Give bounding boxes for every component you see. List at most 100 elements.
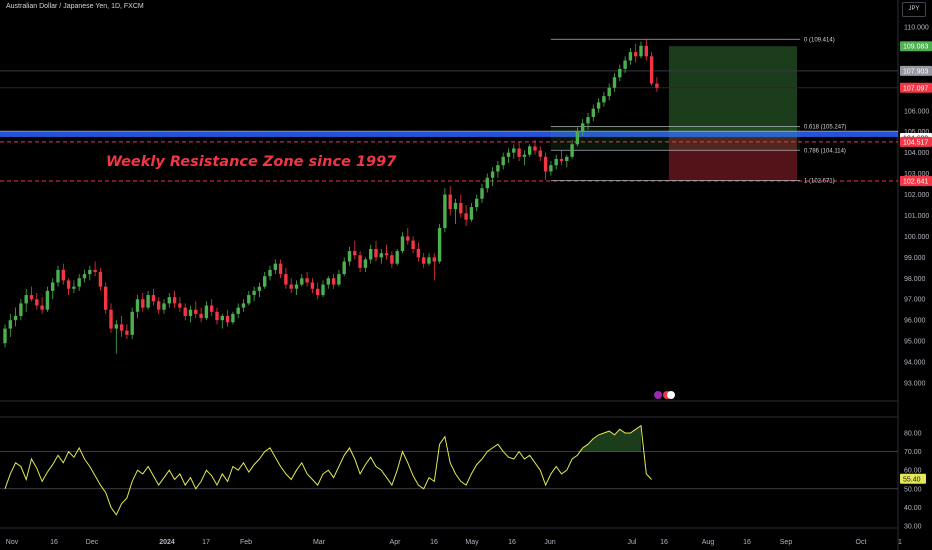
candle-body xyxy=(358,255,362,268)
candle-body xyxy=(496,165,500,172)
candle-body xyxy=(411,240,415,249)
candle-body xyxy=(88,269,92,275)
time-tick-label: May xyxy=(465,539,479,546)
candle-body xyxy=(167,297,171,304)
candle-body xyxy=(543,156,548,172)
price-label-badge xyxy=(900,82,932,93)
price-tick-label: 105.000 xyxy=(904,129,929,136)
candle-body xyxy=(268,269,272,277)
indicator-tick-label: 80.00 xyxy=(904,431,922,438)
price-label-text: 109.083 xyxy=(903,44,928,51)
candle-body xyxy=(119,324,124,331)
candle-body xyxy=(98,272,103,287)
indicator-tick-label: 50.00 xyxy=(904,486,922,493)
candle-body xyxy=(406,236,410,241)
indicator-value-text: 55.40 xyxy=(903,476,921,483)
candle-body xyxy=(236,307,240,314)
candle-body xyxy=(231,313,235,323)
resistance-zone xyxy=(0,131,898,137)
candle-body xyxy=(448,194,452,210)
candle-body xyxy=(294,284,299,289)
candle-body xyxy=(384,253,389,256)
candle-body xyxy=(77,278,81,287)
price-tick-label: 96.000 xyxy=(904,318,926,325)
candle-body xyxy=(257,286,262,291)
candle-body xyxy=(522,154,527,157)
target-zone xyxy=(668,46,797,139)
candle-body xyxy=(284,274,288,285)
candle-body xyxy=(506,152,511,157)
candle-body xyxy=(490,171,495,178)
candle-body xyxy=(45,290,50,310)
chart-title: Australian Dollar / Japanese Yen, 1D, FX… xyxy=(6,3,144,10)
candle-body xyxy=(347,251,352,262)
time-tick-label: 16 xyxy=(50,539,58,546)
candle-body xyxy=(533,146,537,151)
fib-fill xyxy=(550,126,800,151)
candle-body xyxy=(596,102,601,109)
fib-level-label: 0 (109.414) xyxy=(804,37,835,43)
candle-body xyxy=(639,45,643,57)
stop-zone xyxy=(668,138,797,182)
candle-body xyxy=(634,52,638,57)
time-tick-label: Jun xyxy=(544,539,555,546)
candle-body xyxy=(549,165,553,172)
time-tick-label: Sep xyxy=(780,539,793,546)
candle-body xyxy=(321,284,325,296)
candle-body xyxy=(586,117,590,124)
annotation-label: Weekly Resistance Zone since 1997 xyxy=(106,154,397,170)
candle-body xyxy=(93,269,97,273)
currency-button[interactable]: JPY xyxy=(902,2,926,17)
price-tick-label: 100.000 xyxy=(904,234,929,241)
candle-body xyxy=(72,286,76,289)
price-label-badge xyxy=(900,65,932,76)
indicator-tick-label: 60.00 xyxy=(904,468,922,475)
indicator-tick-label: 30.00 xyxy=(904,524,922,531)
time-tick-label: Feb xyxy=(240,539,252,546)
candle-body xyxy=(61,269,65,281)
time-tick-label: 17 xyxy=(202,539,210,546)
price-label-text: 104.517 xyxy=(903,139,928,146)
candle-body xyxy=(538,150,542,157)
candle-body xyxy=(427,257,431,264)
candle-body xyxy=(225,315,230,323)
time-tick-label: Jul xyxy=(628,539,637,546)
price-label-badge xyxy=(900,176,932,187)
candle-body xyxy=(628,52,633,61)
candle-body xyxy=(453,202,458,210)
price-tick-label: 97.000 xyxy=(904,297,926,304)
time-tick-label: Dec xyxy=(86,539,99,546)
candle-body xyxy=(464,213,468,220)
candle-body xyxy=(400,236,405,252)
price-tick-label: 99.000 xyxy=(904,255,926,262)
candle-body xyxy=(3,328,7,344)
price-tick-label: 106.000 xyxy=(904,108,929,115)
candle-body xyxy=(289,284,293,289)
candle-body xyxy=(602,96,606,103)
candle-body xyxy=(19,303,23,316)
candle-body xyxy=(204,305,209,319)
price-tick-label: 102.000 xyxy=(904,192,929,199)
candle-body xyxy=(40,305,44,310)
candle-body xyxy=(109,309,113,329)
time-tick-label: 16 xyxy=(508,539,516,546)
price-tick-label: 110.000 xyxy=(904,25,929,32)
candle-body xyxy=(607,87,611,97)
candle-body xyxy=(469,207,474,220)
candle-body xyxy=(135,299,140,312)
candle-body xyxy=(125,330,129,335)
time-tick-label: 2024 xyxy=(159,539,175,546)
candle-body xyxy=(342,261,346,275)
price-tick-label: 95.000 xyxy=(904,339,926,346)
candle-body xyxy=(305,278,309,283)
indicator-tick-label: 40.00 xyxy=(904,505,922,512)
candle-body xyxy=(151,295,156,302)
candle-body xyxy=(326,278,330,285)
candle-body xyxy=(649,56,654,84)
candle-body xyxy=(66,280,71,289)
candle-body xyxy=(655,83,659,88)
time-tick-label: Aug xyxy=(702,539,715,546)
candle-body xyxy=(220,315,224,321)
candle-body xyxy=(263,276,267,287)
